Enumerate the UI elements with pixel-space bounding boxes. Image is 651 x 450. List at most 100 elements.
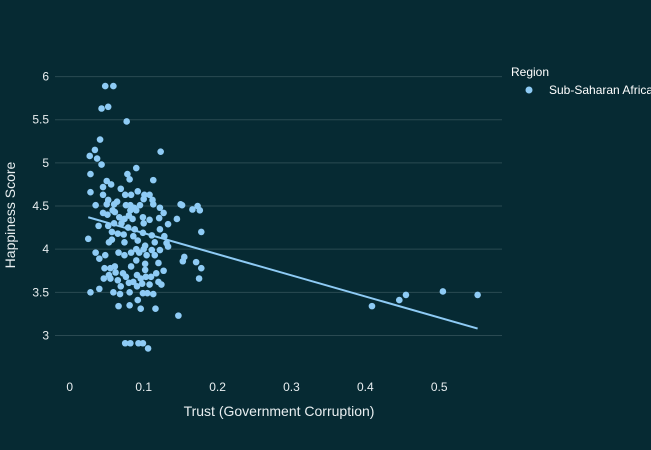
data-point[interactable] [96, 136, 104, 143]
data-point[interactable] [156, 246, 164, 254]
data-point[interactable] [99, 183, 107, 191]
data-point[interactable] [107, 264, 114, 272]
data-point[interactable] [98, 105, 105, 112]
data-point[interactable] [195, 275, 203, 282]
data-point[interactable] [129, 215, 136, 223]
data-point[interactable] [402, 291, 410, 299]
data-point[interactable] [144, 345, 152, 352]
data-point[interactable] [139, 339, 147, 347]
data-point[interactable] [178, 201, 186, 209]
data-point[interactable] [135, 249, 143, 256]
data-point[interactable] [87, 170, 94, 178]
data-point[interactable] [92, 201, 99, 209]
data-point[interactable] [139, 213, 147, 221]
data-point[interactable] [92, 249, 99, 256]
data-point[interactable] [127, 249, 135, 256]
data-point[interactable] [137, 275, 145, 282]
data-point[interactable] [158, 281, 165, 288]
data-point[interactable] [140, 219, 147, 227]
data-point[interactable] [115, 249, 122, 256]
data-point[interactable] [160, 209, 167, 217]
data-point[interactable] [105, 238, 113, 246]
data-point[interactable] [192, 258, 200, 266]
data-point[interactable] [130, 232, 137, 240]
data-point[interactable] [121, 251, 128, 259]
data-point[interactable] [134, 188, 142, 195]
data-point[interactable] [114, 230, 122, 237]
data-point[interactable] [164, 220, 172, 228]
data-point[interactable] [126, 175, 133, 183]
data-point[interactable] [101, 82, 109, 90]
data-point[interactable] [474, 291, 481, 299]
data-point[interactable] [84, 235, 92, 243]
legend[interactable]: Region Sub-Saharan Africa [511, 65, 651, 97]
data-point[interactable] [125, 279, 133, 287]
data-point[interactable] [173, 215, 181, 223]
data-point[interactable] [117, 185, 125, 193]
data-point[interactable] [143, 251, 150, 259]
data-point[interactable] [121, 191, 129, 199]
data-point[interactable] [99, 191, 107, 199]
data-point[interactable] [140, 245, 147, 253]
data-point[interactable] [124, 170, 131, 178]
data-point[interactable] [96, 285, 103, 293]
data-point[interactable] [101, 251, 109, 259]
data-point[interactable] [157, 148, 164, 155]
data-point[interactable] [146, 216, 153, 224]
data-point[interactable] [156, 204, 164, 212]
data-point[interactable] [127, 207, 134, 214]
data-point[interactable] [108, 228, 116, 236]
data-point[interactable] [179, 257, 187, 265]
data-point[interactable] [96, 255, 103, 262]
data-point[interactable] [141, 260, 149, 268]
data-point[interactable] [121, 238, 128, 246]
data-point[interactable] [127, 263, 135, 270]
data-point[interactable] [136, 201, 144, 209]
legend-item[interactable]: Sub-Saharan Africa [525, 83, 651, 97]
data-point[interactable] [121, 339, 129, 347]
data-point[interactable] [117, 282, 125, 290]
data-point[interactable] [127, 191, 135, 199]
data-point[interactable] [137, 305, 145, 313]
data-point[interactable] [127, 339, 134, 347]
data-point[interactable] [132, 257, 140, 264]
data-point[interactable] [155, 259, 162, 267]
data-point[interactable] [100, 275, 108, 282]
data-point[interactable] [86, 152, 94, 160]
data-point[interactable] [160, 267, 167, 275]
data-point[interactable] [152, 305, 159, 313]
data-point[interactable] [114, 276, 122, 284]
data-point[interactable] [104, 222, 112, 230]
data-point[interactable] [161, 232, 168, 240]
data-point[interactable] [103, 177, 111, 185]
data-point[interactable] [104, 211, 111, 218]
data-point[interactable] [164, 243, 172, 250]
data-point[interactable] [126, 289, 133, 296]
data-point[interactable] [116, 290, 124, 298]
data-point[interactable] [175, 312, 182, 319]
data-point[interactable] [131, 226, 139, 233]
data-point[interactable] [133, 282, 141, 290]
data-point[interactable] [189, 206, 196, 213]
data-point[interactable] [151, 251, 159, 259]
data-point[interactable] [107, 181, 115, 188]
data-point[interactable] [110, 82, 117, 90]
data-point[interactable] [123, 118, 130, 125]
data-point[interactable] [138, 280, 146, 287]
data-point[interactable] [144, 289, 151, 297]
data-point[interactable] [122, 273, 130, 281]
data-point[interactable] [149, 201, 157, 208]
data-point[interactable] [124, 224, 132, 231]
data-point[interactable] [93, 155, 101, 162]
data-point[interactable] [148, 246, 156, 254]
data-point[interactable] [152, 270, 160, 277]
data-point[interactable] [118, 219, 125, 227]
data-point[interactable] [132, 164, 140, 172]
data-point[interactable] [110, 201, 118, 208]
data-point[interactable] [156, 226, 164, 233]
data-point[interactable] [95, 222, 102, 230]
data-point[interactable] [155, 214, 163, 222]
data-point[interactable] [132, 207, 140, 214]
data-point[interactable] [142, 273, 150, 281]
data-point[interactable] [134, 237, 142, 244]
